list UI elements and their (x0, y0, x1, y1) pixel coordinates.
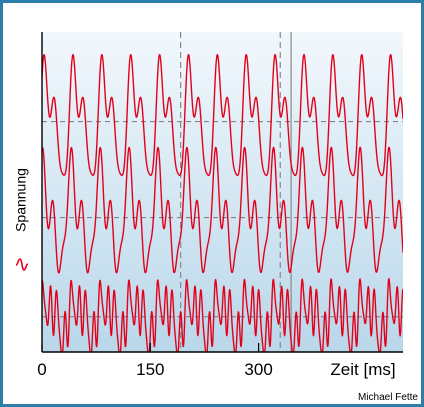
y-axis-label-group: Spannung (13, 168, 29, 232)
signal-trace-2 (42, 146, 403, 274)
x-axis-ticks: 0 150 300 (37, 343, 273, 379)
signal-traces (42, 53, 403, 352)
x-tick-label: 300 (244, 360, 272, 379)
x-axis-label: Zeit [ms] (330, 360, 395, 379)
signal-trace-1 (42, 53, 403, 177)
signal-wave-icon (15, 258, 29, 271)
credit-text: Michael Fette (358, 392, 418, 403)
time-markers (180, 32, 292, 352)
x-tick-label: 150 (136, 360, 164, 379)
x-tick-label: 0 (37, 360, 46, 379)
signal-trace-3 (42, 278, 403, 352)
y-axis-label: Spannung (13, 168, 29, 232)
